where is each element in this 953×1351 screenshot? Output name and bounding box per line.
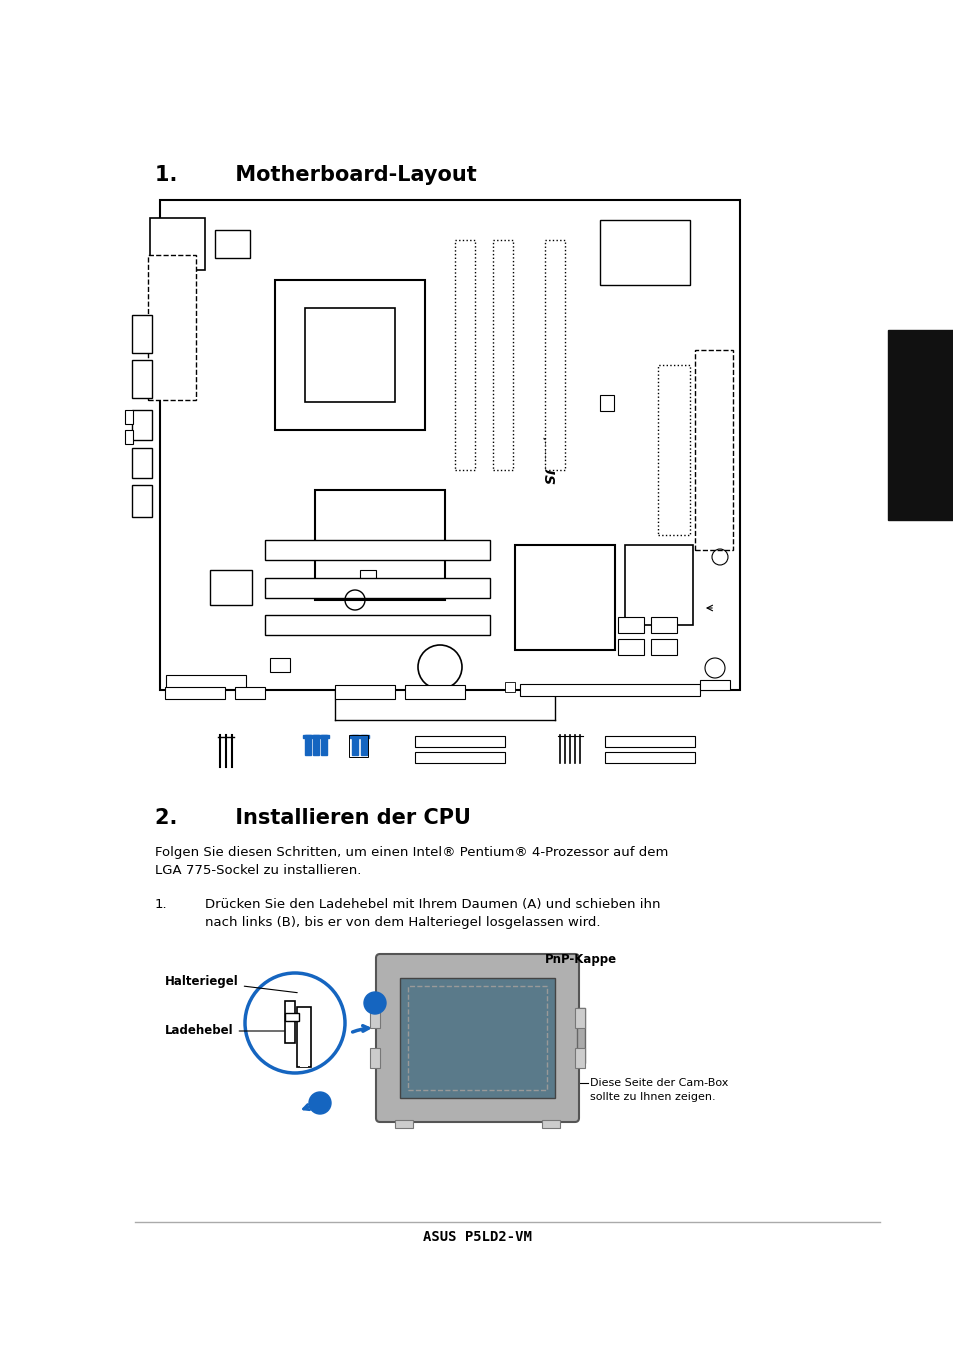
Bar: [313, 735, 318, 755]
Text: ASUS P5LD2-VM: ASUS P5LD2-VM: [422, 1229, 531, 1244]
Bar: [349, 735, 368, 757]
Text: PnP-Kappe: PnP-Kappe: [544, 952, 617, 966]
Bar: [214, 230, 250, 258]
Bar: [350, 735, 369, 738]
Bar: [305, 735, 311, 755]
Text: /ASUS: /ASUS: [542, 436, 557, 484]
Bar: [285, 1013, 298, 1021]
Bar: [305, 308, 395, 403]
Bar: [296, 1006, 311, 1067]
Bar: [160, 200, 740, 690]
Bar: [166, 676, 246, 689]
Bar: [320, 735, 327, 755]
Bar: [132, 315, 152, 353]
Bar: [504, 682, 515, 692]
Bar: [599, 394, 614, 411]
Bar: [544, 240, 564, 470]
Bar: [285, 1001, 294, 1043]
Bar: [210, 570, 252, 605]
Bar: [658, 365, 689, 535]
Bar: [148, 255, 195, 400]
Bar: [352, 735, 357, 755]
Circle shape: [364, 992, 386, 1015]
Bar: [370, 1048, 379, 1069]
Bar: [599, 220, 689, 285]
Bar: [695, 350, 732, 550]
Bar: [575, 1048, 584, 1069]
Bar: [270, 658, 290, 671]
Bar: [165, 688, 225, 698]
Bar: [515, 544, 615, 650]
Bar: [887, 330, 953, 520]
Bar: [335, 685, 395, 698]
Bar: [455, 240, 475, 470]
Text: Drücken Sie den Ladehebel mit Ihrem Daumen (A) und schieben ihn
nach links (B), : Drücken Sie den Ladehebel mit Ihrem Daum…: [205, 898, 659, 929]
Bar: [650, 639, 677, 655]
Bar: [132, 449, 152, 478]
Bar: [299, 1055, 308, 1067]
Bar: [125, 409, 132, 424]
Bar: [618, 617, 643, 634]
Bar: [314, 490, 444, 600]
Bar: [405, 685, 464, 698]
Bar: [132, 485, 152, 517]
Bar: [624, 544, 692, 626]
Bar: [132, 409, 152, 440]
Bar: [408, 986, 546, 1090]
Text: 2.        Installieren der CPU: 2. Installieren der CPU: [154, 808, 471, 828]
Bar: [415, 736, 504, 747]
Text: 1.: 1.: [154, 898, 168, 911]
Bar: [618, 639, 643, 655]
Bar: [415, 753, 504, 763]
Bar: [575, 1008, 584, 1028]
Bar: [577, 1008, 584, 1063]
Bar: [399, 978, 555, 1098]
FancyBboxPatch shape: [375, 954, 578, 1121]
Circle shape: [309, 1092, 331, 1115]
Bar: [132, 359, 152, 399]
Bar: [604, 753, 695, 763]
Bar: [265, 578, 490, 598]
Text: Halteriegel: Halteriegel: [165, 974, 297, 993]
Bar: [395, 1120, 413, 1128]
Bar: [234, 688, 265, 698]
Bar: [493, 240, 513, 470]
Bar: [265, 615, 490, 635]
Bar: [150, 218, 205, 270]
Bar: [265, 540, 490, 561]
Bar: [700, 680, 729, 690]
Bar: [274, 280, 424, 430]
Bar: [360, 735, 367, 755]
Text: 1.        Motherboard-Layout: 1. Motherboard-Layout: [154, 165, 476, 185]
Bar: [519, 684, 700, 696]
Bar: [370, 1008, 379, 1028]
Text: Folgen Sie diesen Schritten, um einen Intel® Pentium® 4-Prozessor auf dem
LGA 77: Folgen Sie diesen Schritten, um einen In…: [154, 846, 668, 877]
Bar: [125, 430, 132, 444]
Bar: [604, 736, 695, 747]
Bar: [541, 1120, 559, 1128]
Text: Ladehebel: Ladehebel: [165, 1024, 284, 1038]
Bar: [359, 570, 375, 584]
Bar: [303, 735, 329, 738]
Bar: [650, 617, 677, 634]
Bar: [649, 232, 661, 255]
Text: Diese Seite der Cam-Box
sollte zu Ihnen zeigen.: Diese Seite der Cam-Box sollte zu Ihnen …: [589, 1078, 727, 1102]
